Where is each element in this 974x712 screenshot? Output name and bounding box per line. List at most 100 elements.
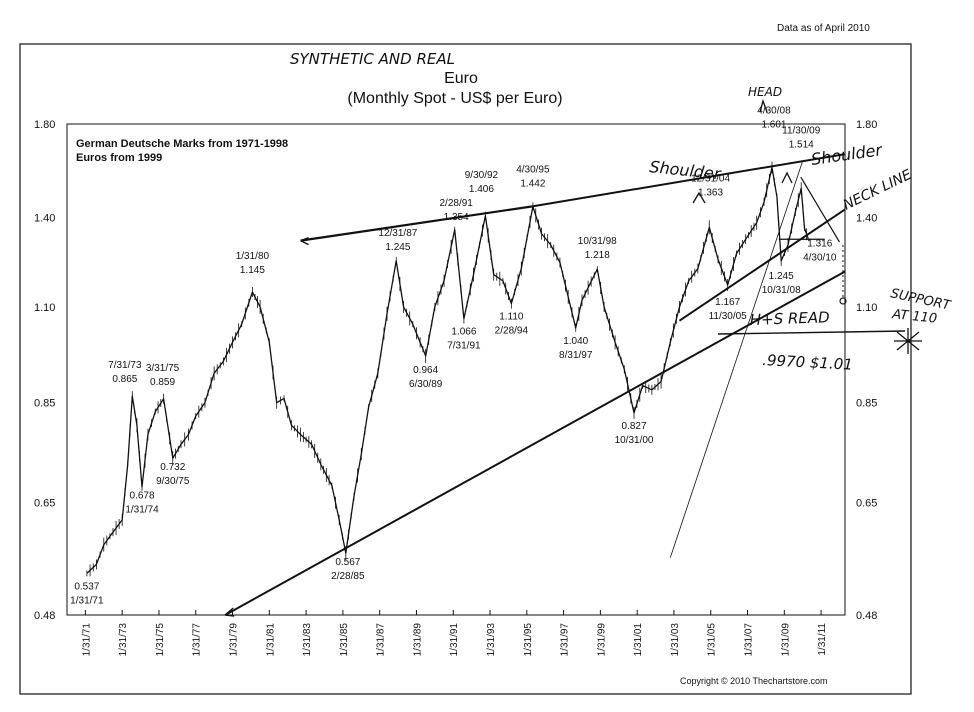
data-label: 1.601 [761,120,786,131]
plot-frame [66,123,846,616]
x-tick-label: 1/31/77 [192,623,203,657]
x-tick-label: 1/31/11 [817,623,828,656]
data-label: 0.865 [112,374,137,385]
annotations: 0.537 1/31/71 7/31/73 0.865 3/31/75 0.859 0.67… [70,106,837,607]
data-label: 0.678 [130,491,155,502]
x-tick-label: 1/31/95 [523,623,534,657]
data-label: 1.363 [698,187,723,198]
y-tick-label-right: 1.10 [856,302,877,314]
note-target: .9970 $1.01 [762,351,853,374]
handwritten-notes: SYNTHETIC AND REAL HEAD Shoulder Shoulde… [290,50,953,374]
y-axis-right: 1.80 1.40 1.10 0.85 0.65 0.48 [856,119,877,622]
data-label: 4/30/95 [516,164,550,175]
x-tick-label: 1/31/07 [744,623,755,657]
x-tick-label: 1/31/01 [633,623,644,657]
support-dot [839,297,847,305]
chart-subtitle: (Monthly Spot - US$ per Euro) [347,90,562,107]
data-label: 1.066 [451,327,476,338]
data-label: 4/30/10 [803,252,837,263]
y-tick-label-right: 1.40 [856,212,877,224]
data-label: 1.442 [520,178,545,189]
data-label: 3/31/75 [146,363,180,374]
x-tick-label: 1/31/91 [449,623,460,657]
data-label: 0.537 [74,581,99,592]
right-shoulder-arrow [781,171,793,184]
data-label: 1.145 [240,265,265,276]
upper-trendline-ext [532,153,846,208]
data-label: 4/30/08 [757,106,791,117]
thin-trendline [669,160,804,558]
outer-frame [19,43,912,695]
data-label: 1.218 [585,250,610,261]
x-tick-label: 1/31/09 [780,623,791,657]
y-tick-label-right: 0.48 [856,610,877,622]
y-axis-left: 1.80 1.40 1.10 0.85 0.65 0.48 [34,119,55,622]
data-label: 11/30/09 [782,125,821,136]
chart-title: Euro [444,70,478,87]
data-label: 8/31/97 [559,350,593,361]
data-label: 1.040 [563,336,588,347]
data-label: 1.354 [444,212,469,223]
note-shoulder-right: Shoulder [810,140,885,169]
hs-underline [717,330,906,335]
data-label: 1/31/74 [125,505,159,516]
y-tick-label-right: 1.80 [856,119,877,131]
x-tick-label: 1/31/75 [155,623,166,657]
data-label: 6/30/89 [409,379,443,390]
data-label: 1.514 [789,139,814,150]
data-label: 1.316 [807,238,832,249]
note-head: HEAD [748,85,782,99]
head-arrow [759,98,768,113]
data-label: 7/31/73 [108,360,142,371]
data-label: 1.245 [385,242,410,253]
data-label: 9/30/75 [156,476,190,487]
x-tick-label: 1/31/85 [339,623,350,657]
legend-line-2: Euros from 1999 [76,152,162,164]
x-tick-label: 1/31/93 [486,623,497,657]
y-tick-label-left: 1.40 [34,212,55,224]
left-shoulder-arrow [692,191,706,204]
data-label: 2/28/91 [439,198,473,209]
data-label: 10/31/98 [578,236,617,247]
data-label: 7/31/91 [447,341,481,352]
asterisk-icon [894,328,922,354]
data-label: 1/31/71 [70,595,104,606]
neckline [678,208,846,322]
data-label: 1.167 [715,297,740,308]
upper-trendline [300,205,533,242]
legend-line-1: German Deutsche Marks from 1971-1998 [76,138,288,150]
support-arrowhead [224,607,235,617]
series-line [86,166,810,574]
y-tick-label-left: 0.48 [34,610,55,622]
y-tick-label-right: 0.85 [856,398,877,410]
y-tick-label-right: 0.65 [856,497,877,509]
x-tick-label: 1/31/79 [229,623,240,657]
data-label: 1.110 [499,312,524,323]
data-as-of-label: Data as of April 2010 [777,23,870,34]
y-tick-label-left: 1.10 [34,302,55,314]
upper-arrowhead [300,236,309,246]
note-neck-line: NECK LINE [841,167,915,214]
x-tick-label: 1/31/87 [376,623,387,657]
y-tick-label-left: 0.85 [34,398,55,410]
data-label: 2/28/94 [495,326,529,337]
data-label: 11/30/05 [709,311,748,322]
long-support-line [224,270,846,616]
data-label: 0.732 [160,462,185,473]
head-descent-line [800,176,840,243]
y-tick-label-left: 0.65 [34,497,55,509]
note-shoulder-left: Shoulder [649,157,723,183]
data-label: 0.567 [335,557,360,568]
x-tick-label: 1/31/99 [596,623,607,657]
x-tick-label: 1/31/81 [265,623,276,657]
x-tick-label: 1/31/89 [412,623,423,657]
data-label: 9/30/92 [465,170,499,181]
data-label: 1.406 [469,184,494,195]
price-series [86,161,810,577]
note-synthetic-real: SYNTHETIC AND REAL [290,50,455,68]
x-tick-label: 1/31/97 [560,623,571,657]
data-label: 10/31/08 [762,285,801,296]
data-label: 2/28/85 [331,571,365,582]
note-support-level: AT 110 [891,307,938,327]
data-label: 1/31/80 [236,251,270,262]
